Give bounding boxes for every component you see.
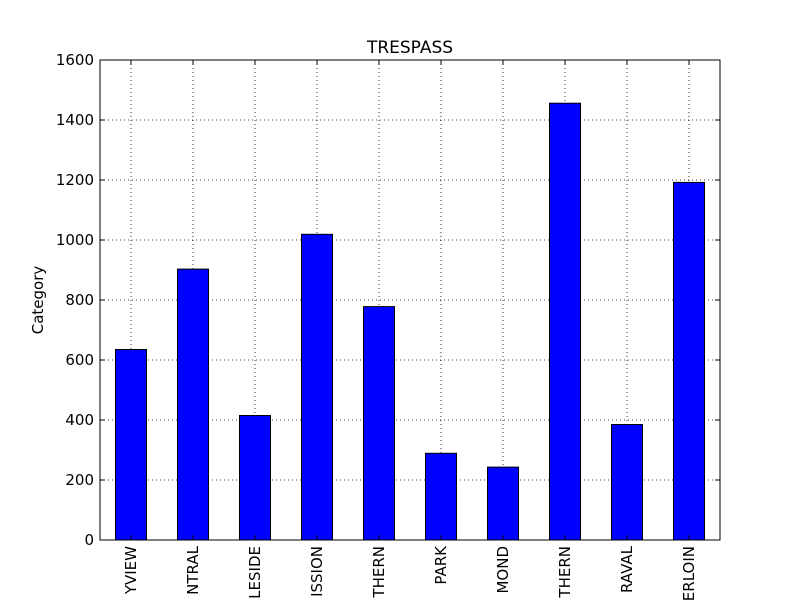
x-tick-label: YVIEW (122, 546, 140, 595)
bar (301, 233, 333, 541)
x-tick-label: RAVAL (618, 545, 636, 593)
bar (363, 306, 395, 541)
y-tick-label: 1000 (56, 231, 94, 249)
x-tick-label: MOND (494, 546, 512, 594)
x-tick-label: NTRAL (184, 545, 202, 594)
x-tick-label: THERN (370, 546, 388, 599)
y-axis-ticks: 0 200 400 600 800 1000 1200 1400 1600 (56, 51, 720, 549)
bar (673, 181, 705, 541)
bar (611, 424, 643, 541)
y-tick-label: 1400 (56, 111, 94, 129)
bar (549, 102, 581, 541)
chart-title: TRESPASS (366, 38, 453, 58)
y-axis-label: Category (29, 266, 47, 335)
bar (425, 452, 457, 541)
bar (239, 415, 271, 541)
bar (487, 466, 519, 541)
y-tick-label: 400 (65, 411, 94, 429)
y-tick-label: 800 (65, 291, 94, 309)
y-tick-label: 200 (65, 471, 94, 489)
bar (115, 349, 147, 541)
x-tick-label: PARK (432, 545, 450, 585)
bars (115, 102, 705, 541)
x-axis-ticks: YVIEW NTRAL LESIDE ISSION THERN PARK MOND THERN… (122, 60, 698, 600)
x-tick-label: THERN (556, 546, 574, 599)
bar (177, 268, 209, 541)
y-tick-label: 1600 (56, 51, 94, 69)
y-tick-label: 600 (65, 351, 94, 369)
x-tick-label: ISSION (308, 546, 326, 597)
x-tick-label: LESIDE (246, 546, 264, 599)
x-tick-label: ERLOIN (680, 546, 698, 600)
y-tick-label: 1200 (56, 171, 94, 189)
y-tick-label: 0 (84, 531, 94, 549)
